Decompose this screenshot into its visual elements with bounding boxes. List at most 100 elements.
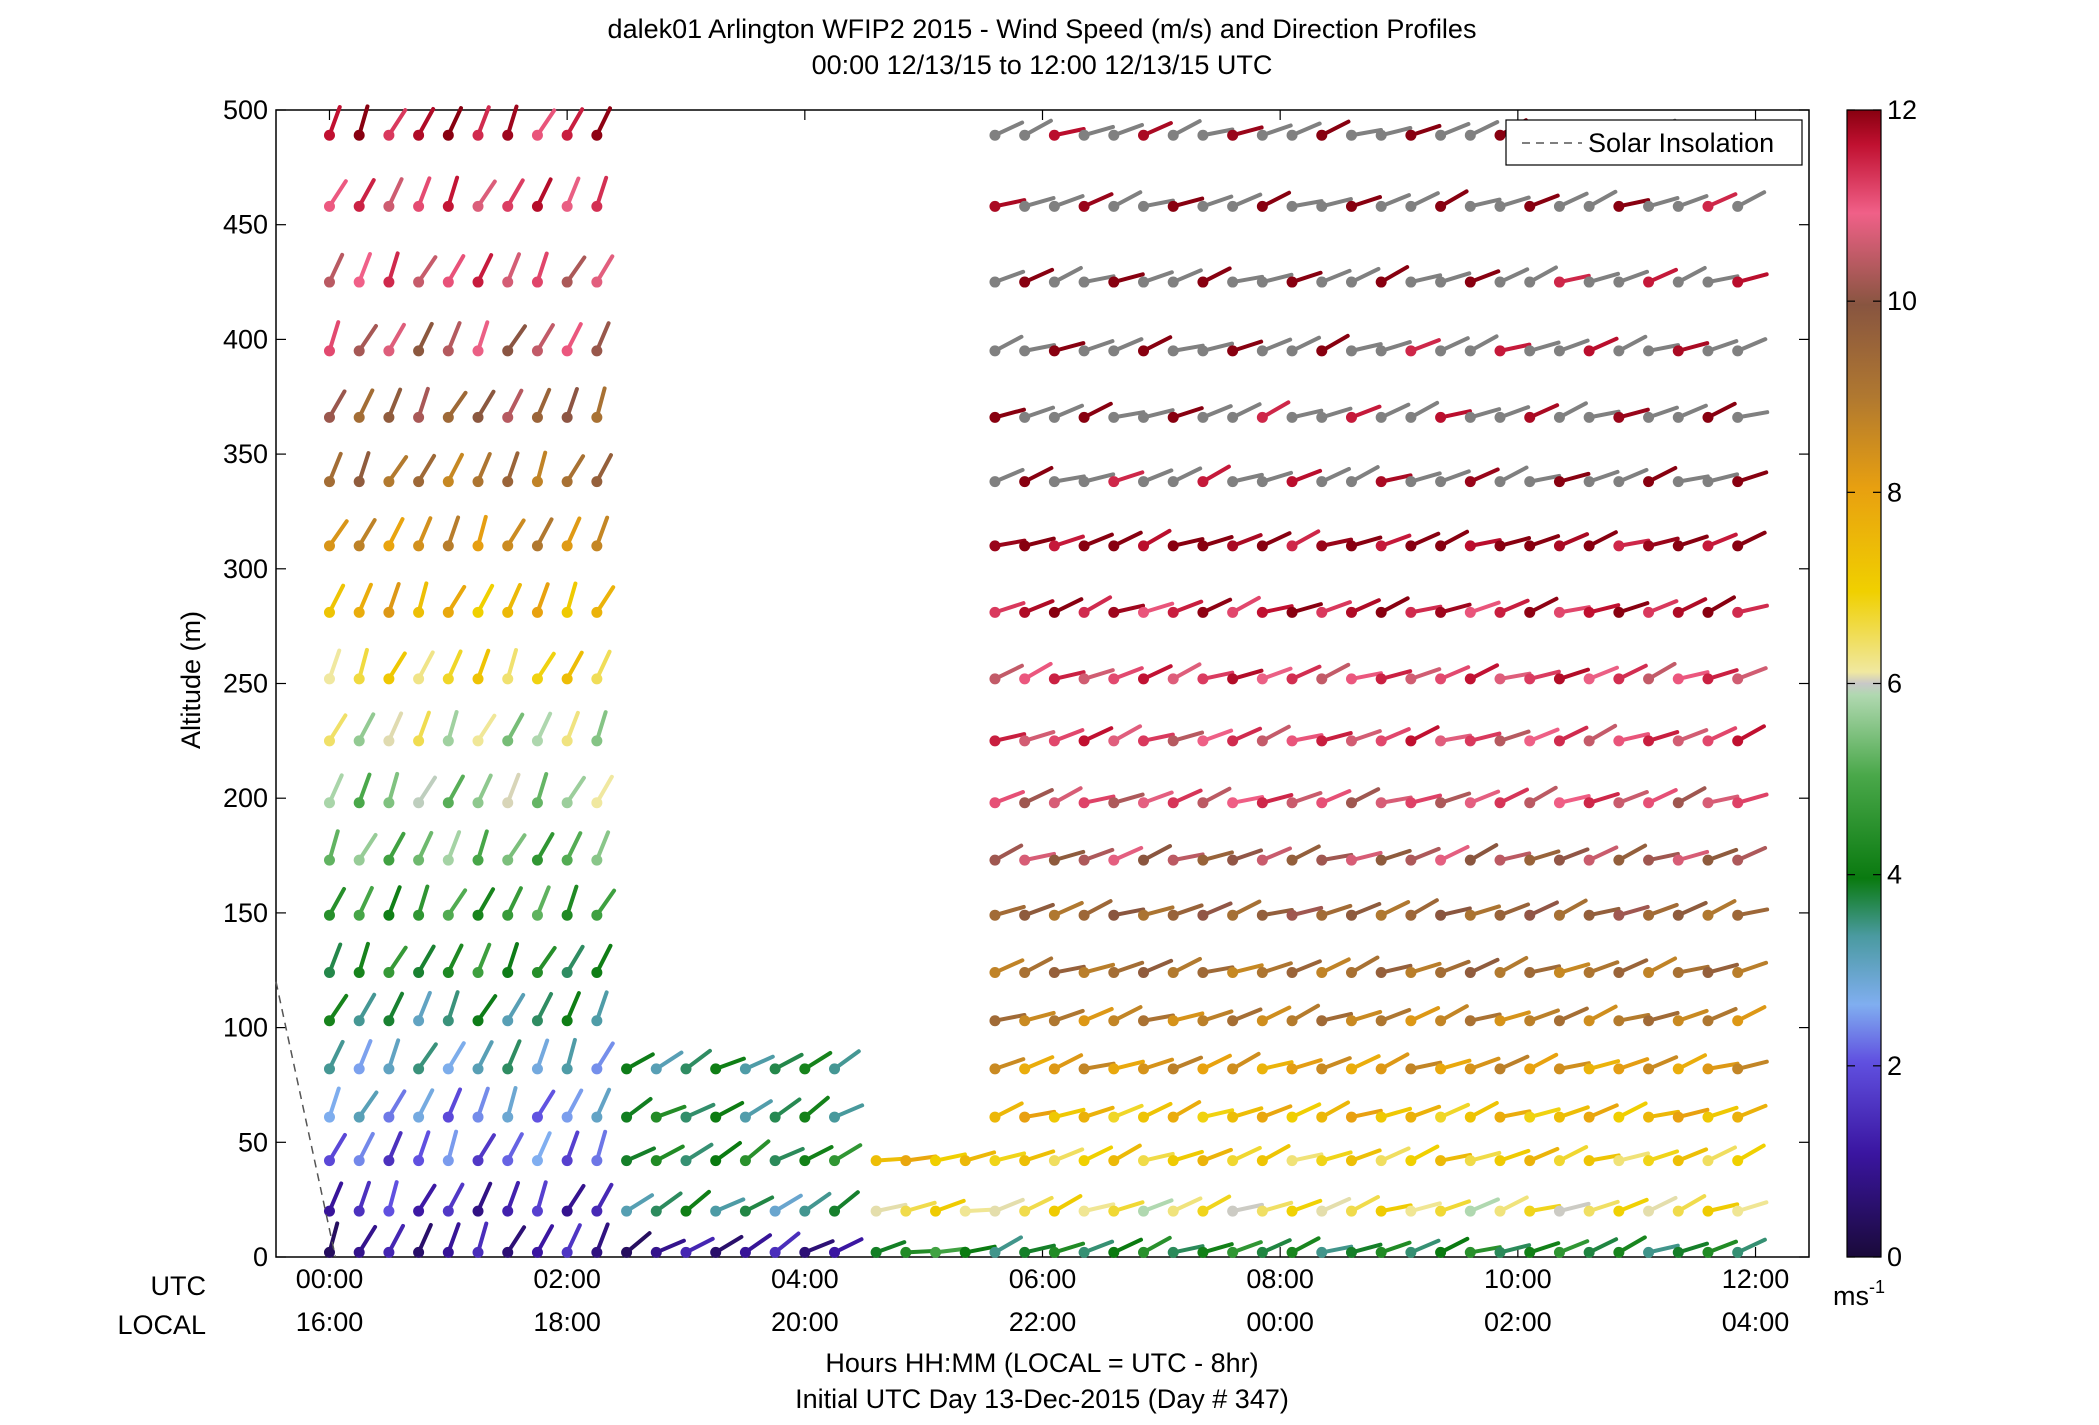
wind-barb-point xyxy=(442,129,454,141)
wind-barb-point xyxy=(413,411,425,423)
wind-barb-point xyxy=(1316,1063,1328,1075)
wind-barb-point xyxy=(1702,1205,1714,1217)
wind-barb-point xyxy=(323,1015,335,1027)
wind-barb-point xyxy=(591,411,603,423)
wind-barb-point xyxy=(1256,1111,1268,1123)
wind-barb-point xyxy=(1286,1111,1298,1123)
wind-barb-point xyxy=(799,1155,811,1167)
wind-barb-point xyxy=(1286,540,1298,552)
wind-barb-point xyxy=(1227,967,1239,979)
wind-barb-point xyxy=(1643,1246,1655,1258)
wind-barb-point xyxy=(413,1205,425,1217)
wind-barb-point xyxy=(1108,540,1120,552)
wind-barb-point xyxy=(1583,345,1595,357)
wind-barb-point xyxy=(1019,1015,1031,1027)
wind-barb-point xyxy=(1256,476,1268,488)
wind-barb-point xyxy=(1435,1246,1447,1258)
wind-barb-point xyxy=(1048,200,1060,212)
wind-barb-point xyxy=(1256,200,1268,212)
wind-barb-point xyxy=(323,345,335,357)
wind-barb-point xyxy=(1553,673,1565,685)
wind-barb-point xyxy=(1167,476,1179,488)
wind-barb-point xyxy=(1316,909,1328,921)
wind-barb-point xyxy=(1672,967,1684,979)
wind-barb-point xyxy=(1732,909,1744,921)
wind-barb-point xyxy=(1345,854,1357,866)
wind-barb-point xyxy=(1494,606,1506,618)
wind-barb-point xyxy=(621,1155,633,1167)
wind-barb-point xyxy=(1524,1205,1536,1217)
wind-barb-point xyxy=(1078,909,1090,921)
wind-barb-point xyxy=(1583,1155,1595,1167)
wind-barb-point xyxy=(1553,735,1565,747)
wind-barb-point xyxy=(1256,1205,1268,1217)
wind-barb-point xyxy=(472,540,484,552)
wind-barb-point xyxy=(1345,1063,1357,1075)
y-tick-label: 0 xyxy=(253,1242,268,1272)
wind-barb-point xyxy=(1405,1246,1417,1258)
wind-barb-point xyxy=(1078,797,1090,809)
wind-barb-point xyxy=(1435,854,1447,866)
wind-barb-point xyxy=(1643,411,1655,423)
wind-barb-point xyxy=(710,1155,722,1167)
wind-barb-point xyxy=(1613,606,1625,618)
wind-barb-point xyxy=(1494,1063,1506,1075)
wind-barb-point xyxy=(1316,854,1328,866)
wind-barb-point xyxy=(1138,129,1150,141)
wind-barb-point xyxy=(1227,476,1239,488)
wind-barb-point xyxy=(1197,276,1209,288)
wind-barb-point xyxy=(1464,735,1476,747)
wind-barb-point xyxy=(1345,673,1357,685)
wind-barb-point xyxy=(1583,1063,1595,1075)
wind-barb-point xyxy=(591,276,603,288)
wind-barb-point xyxy=(442,476,454,488)
wind-barb-point xyxy=(383,1246,395,1258)
wind-barb-point xyxy=(1019,797,1031,809)
wind-barb-point xyxy=(1435,606,1447,618)
wind-barb-point xyxy=(1702,1063,1714,1075)
wind-barb-point xyxy=(1227,129,1239,141)
wind-barb-point xyxy=(1405,411,1417,423)
wind-barb-point xyxy=(1375,1063,1387,1075)
wind-barb-point xyxy=(1345,967,1357,979)
wind-barb-point xyxy=(413,540,425,552)
wind-barb-point xyxy=(1167,129,1179,141)
colorbar: 0 2 4 6 8 10 12 ms-1 xyxy=(1833,95,1917,1311)
wind-barb-point xyxy=(1435,1015,1447,1027)
wind-barb-point xyxy=(1613,1111,1625,1123)
wind-barb-point xyxy=(1138,1111,1150,1123)
wind-barb-point xyxy=(561,673,573,685)
wind-barb-point xyxy=(1553,1063,1565,1075)
wind-barb-point xyxy=(1732,1246,1744,1258)
wind-barb-point xyxy=(1583,1015,1595,1027)
wind-barb-point xyxy=(1078,476,1090,488)
wind-barb-point xyxy=(561,735,573,747)
wind-barb-point xyxy=(1019,276,1031,288)
wind-barb-point xyxy=(710,1063,722,1075)
wind-barb-point xyxy=(1227,540,1239,552)
x-tick-label-local: 00:00 xyxy=(1246,1307,1314,1337)
wind-barb-point xyxy=(1613,1205,1625,1217)
wind-barb-point xyxy=(1553,1015,1565,1027)
wind-barb-point xyxy=(1672,276,1684,288)
wind-barb-point xyxy=(1048,1063,1060,1075)
wind-barb-point xyxy=(1167,345,1179,357)
wind-barb-point xyxy=(353,909,365,921)
wind-barb-point xyxy=(591,540,603,552)
wind-barb-point xyxy=(1138,1063,1150,1075)
wind-barb-point xyxy=(1672,200,1684,212)
wind-barb-point xyxy=(1108,797,1120,809)
wind-barb-point xyxy=(1464,345,1476,357)
wind-barb-point xyxy=(1613,1063,1625,1075)
wind-barb-point xyxy=(1613,1155,1625,1167)
wind-barb-point xyxy=(502,1155,514,1167)
wind-barb-point xyxy=(1286,1015,1298,1027)
wind-barb-point xyxy=(621,1246,633,1258)
wind-barb-point xyxy=(323,276,335,288)
wind-barb-point xyxy=(353,967,365,979)
wind-barb-point xyxy=(739,1246,751,1258)
wind-barb-point xyxy=(1227,797,1239,809)
wind-barb-point xyxy=(413,276,425,288)
wind-barb-point xyxy=(1405,909,1417,921)
wind-barb-point xyxy=(591,200,603,212)
